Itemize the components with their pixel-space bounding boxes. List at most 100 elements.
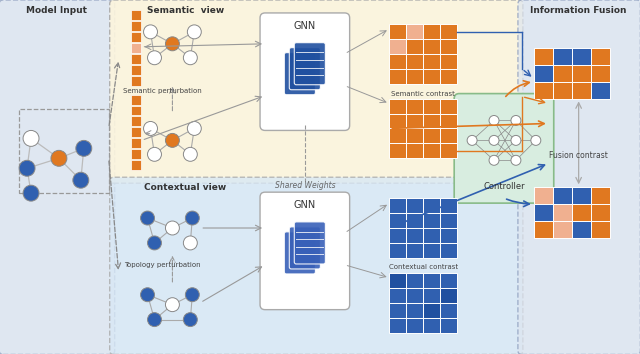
Bar: [131, 138, 141, 148]
FancyBboxPatch shape: [289, 48, 321, 90]
Bar: [390, 303, 406, 318]
Bar: [440, 288, 457, 303]
Text: Semantic  view: Semantic view: [147, 6, 224, 16]
FancyBboxPatch shape: [294, 222, 325, 264]
Text: Information Fusion: Information Fusion: [531, 6, 627, 16]
Bar: [440, 318, 457, 332]
Bar: [406, 39, 423, 54]
Circle shape: [141, 288, 154, 302]
Bar: [406, 129, 423, 143]
FancyBboxPatch shape: [109, 177, 523, 354]
Bar: [423, 318, 440, 332]
FancyBboxPatch shape: [284, 232, 316, 274]
Circle shape: [51, 150, 67, 166]
Bar: [423, 114, 440, 129]
FancyBboxPatch shape: [518, 0, 640, 354]
Circle shape: [489, 155, 499, 165]
Circle shape: [188, 121, 202, 136]
Bar: [406, 273, 423, 288]
Text: Semantic perturbation: Semantic perturbation: [123, 87, 202, 93]
Bar: [572, 82, 591, 98]
Bar: [406, 24, 423, 39]
Circle shape: [148, 313, 161, 327]
Bar: [423, 273, 440, 288]
Bar: [440, 129, 457, 143]
Bar: [440, 273, 457, 288]
Circle shape: [467, 136, 477, 145]
Bar: [440, 228, 457, 243]
Bar: [131, 105, 141, 115]
Bar: [423, 39, 440, 54]
Circle shape: [166, 298, 179, 312]
Bar: [406, 228, 423, 243]
Bar: [131, 10, 141, 20]
Bar: [390, 98, 406, 114]
Bar: [440, 114, 457, 129]
Circle shape: [531, 136, 541, 145]
Bar: [440, 69, 457, 84]
Circle shape: [141, 211, 154, 225]
Bar: [553, 187, 572, 204]
Bar: [440, 243, 457, 258]
Bar: [423, 228, 440, 243]
Text: Semantic contrast: Semantic contrast: [392, 91, 455, 97]
Bar: [423, 143, 440, 158]
Bar: [406, 54, 423, 69]
Bar: [572, 221, 591, 238]
Circle shape: [76, 141, 92, 156]
Bar: [131, 32, 141, 42]
Circle shape: [184, 313, 197, 327]
Bar: [406, 213, 423, 228]
Bar: [423, 288, 440, 303]
Circle shape: [148, 51, 161, 65]
Bar: [440, 198, 457, 213]
Bar: [534, 48, 553, 65]
Bar: [131, 43, 141, 53]
Bar: [591, 187, 609, 204]
Bar: [591, 82, 609, 98]
Text: Topology perturbation: Topology perturbation: [124, 262, 201, 268]
Circle shape: [73, 172, 89, 188]
Bar: [440, 143, 457, 158]
Bar: [534, 204, 553, 221]
Bar: [534, 221, 553, 238]
Bar: [553, 82, 572, 98]
Bar: [572, 204, 591, 221]
Bar: [534, 82, 553, 98]
Bar: [406, 318, 423, 332]
FancyBboxPatch shape: [260, 192, 349, 310]
Bar: [553, 204, 572, 221]
FancyBboxPatch shape: [454, 93, 554, 203]
Bar: [390, 318, 406, 332]
Bar: [591, 204, 609, 221]
Bar: [390, 24, 406, 39]
Text: Shared Weights: Shared Weights: [275, 181, 335, 190]
Bar: [423, 243, 440, 258]
Bar: [423, 129, 440, 143]
Bar: [591, 65, 609, 82]
Bar: [406, 288, 423, 303]
FancyBboxPatch shape: [294, 43, 325, 85]
Circle shape: [143, 121, 157, 136]
Bar: [390, 54, 406, 69]
Bar: [390, 143, 406, 158]
Bar: [131, 149, 141, 159]
Bar: [572, 65, 591, 82]
Text: GNN: GNN: [294, 21, 316, 31]
Bar: [423, 213, 440, 228]
Bar: [591, 48, 609, 65]
Bar: [390, 69, 406, 84]
FancyBboxPatch shape: [260, 13, 349, 130]
FancyBboxPatch shape: [0, 0, 115, 354]
Circle shape: [184, 147, 197, 161]
Bar: [440, 98, 457, 114]
Bar: [440, 54, 457, 69]
Bar: [406, 303, 423, 318]
Bar: [390, 129, 406, 143]
Bar: [406, 198, 423, 213]
Bar: [131, 21, 141, 31]
Bar: [423, 98, 440, 114]
Bar: [131, 160, 141, 170]
FancyBboxPatch shape: [284, 53, 316, 95]
Circle shape: [489, 136, 499, 145]
